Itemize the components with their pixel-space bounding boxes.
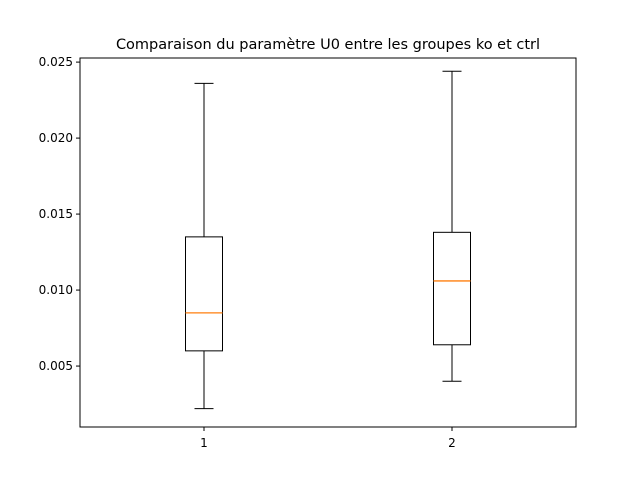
y-tick-label: 0.025 (39, 55, 73, 69)
chart-title: Comparaison du paramètre U0 entre les gr… (116, 37, 540, 53)
axes-layer: 0.005 0.010 0.015 0.020 0.025 1 2 (39, 55, 577, 450)
box-group-2 (433, 70, 471, 382)
box-group-1 (185, 82, 223, 410)
plot-frame (79, 57, 577, 428)
y-tick-label: 0.010 (39, 283, 73, 297)
x-tick-label: 1 (200, 436, 208, 450)
iqr-box (185, 236, 223, 352)
y-tick-label: 0.015 (39, 207, 73, 221)
iqr-box (433, 231, 471, 346)
y-tick-label: 0.005 (39, 359, 73, 373)
x-tick-label: 2 (448, 436, 456, 450)
y-tick-label: 0.020 (39, 131, 73, 145)
boxes-layer (185, 70, 471, 410)
